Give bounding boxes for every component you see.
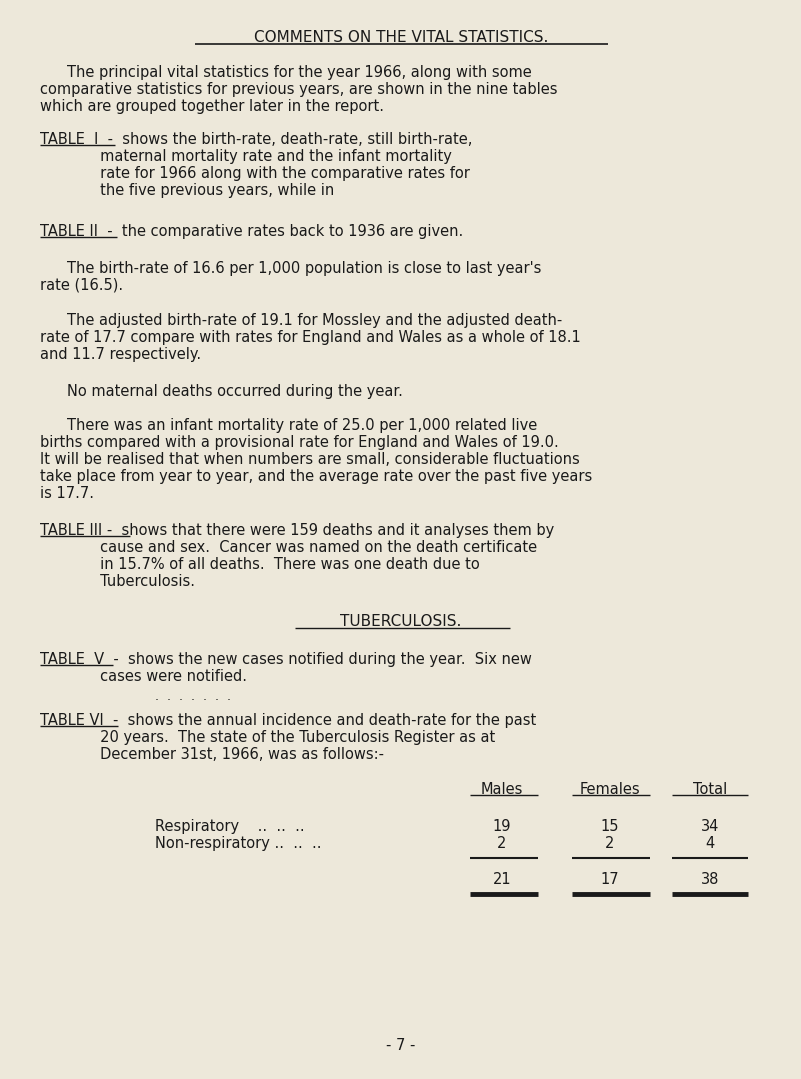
Text: 21: 21: [493, 872, 511, 887]
Text: the five previous years, while in: the five previous years, while in: [40, 183, 334, 199]
Text: rate for 1966 along with the comparative rates for: rate for 1966 along with the comparative…: [40, 166, 470, 181]
Text: is 17.7.: is 17.7.: [40, 486, 94, 501]
Text: 2: 2: [606, 836, 614, 851]
Text: which are grouped together later in the report.: which are grouped together later in the …: [40, 99, 384, 114]
Text: comparative statistics for previous years, are shown in the nine tables: comparative statistics for previous year…: [40, 82, 557, 97]
Text: Females: Females: [580, 782, 640, 797]
Text: No maternal deaths occurred during the year.: No maternal deaths occurred during the y…: [67, 384, 403, 399]
Text: 4: 4: [706, 836, 714, 851]
Text: December 31st, 1966, was as follows:-: December 31st, 1966, was as follows:-: [40, 747, 384, 762]
Text: cause and sex.  Cancer was named on the death certificate: cause and sex. Cancer was named on the d…: [40, 540, 537, 555]
Text: 2: 2: [497, 836, 507, 851]
Text: and 11.7 respectively.: and 11.7 respectively.: [40, 347, 201, 361]
Text: 17: 17: [601, 872, 619, 887]
Text: TUBERCULOSIS.: TUBERCULOSIS.: [340, 614, 461, 629]
Text: TABLE  V  -  shows the new cases notified during the year.  Six new: TABLE V - shows the new cases notified d…: [40, 652, 532, 667]
Text: Total: Total: [693, 782, 727, 797]
Text: The adjusted birth-rate of 19.1 for Mossley and the adjusted death-: The adjusted birth-rate of 19.1 for Moss…: [67, 313, 562, 328]
Text: - 7 -: - 7 -: [386, 1038, 416, 1053]
Text: COMMENTS ON THE VITAL STATISTICS.: COMMENTS ON THE VITAL STATISTICS.: [254, 30, 548, 45]
Text: .  .  .  .  .  .  .: . . . . . . .: [155, 689, 231, 704]
Text: There was an infant mortality rate of 25.0 per 1,000 related live: There was an infant mortality rate of 25…: [67, 418, 537, 433]
Text: TABLE  I  -  shows the birth-rate, death-rate, still birth-rate,: TABLE I - shows the birth-rate, death-ra…: [40, 132, 473, 147]
Text: rate (16.5).: rate (16.5).: [40, 278, 123, 293]
Text: 34: 34: [701, 819, 719, 834]
Text: TABLE VI  -  shows the annual incidence and death-rate for the past: TABLE VI - shows the annual incidence an…: [40, 713, 536, 728]
Text: in 15.7% of all deaths.  There was one death due to: in 15.7% of all deaths. There was one de…: [40, 557, 480, 572]
Text: Respiratory    ..  ..  ..: Respiratory .. .. ..: [155, 819, 304, 834]
Text: take place from year to year, and the average rate over the past five years: take place from year to year, and the av…: [40, 469, 592, 484]
Text: cases were notified.: cases were notified.: [40, 669, 247, 684]
Text: rate of 17.7 compare with rates for England and Wales as a whole of 18.1: rate of 17.7 compare with rates for Engl…: [40, 330, 581, 345]
Text: 20 years.  The state of the Tuberculosis Register as at: 20 years. The state of the Tuberculosis …: [40, 730, 495, 745]
Text: births compared with a provisional rate for England and Wales of 19.0.: births compared with a provisional rate …: [40, 435, 559, 450]
Text: Males: Males: [481, 782, 523, 797]
Text: Tuberculosis.: Tuberculosis.: [40, 574, 195, 589]
Text: It will be realised that when numbers are small, considerable fluctuations: It will be realised that when numbers ar…: [40, 452, 580, 467]
Text: 15: 15: [601, 819, 619, 834]
Text: TABLE II  -  the comparative rates back to 1936 are given.: TABLE II - the comparative rates back to…: [40, 224, 463, 240]
Text: TABLE III -  shows that there were 159 deaths and it analyses them by: TABLE III - shows that there were 159 de…: [40, 523, 554, 538]
Text: The birth-rate of 16.6 per 1,000 population is close to last year's: The birth-rate of 16.6 per 1,000 populat…: [67, 261, 541, 276]
Text: 38: 38: [701, 872, 719, 887]
Text: Non-respiratory ..  ..  ..: Non-respiratory .. .. ..: [155, 836, 321, 851]
Text: maternal mortality rate and the infant mortality: maternal mortality rate and the infant m…: [40, 149, 452, 164]
Text: The principal vital statistics for the year 1966, along with some: The principal vital statistics for the y…: [67, 65, 532, 80]
Text: 19: 19: [493, 819, 511, 834]
